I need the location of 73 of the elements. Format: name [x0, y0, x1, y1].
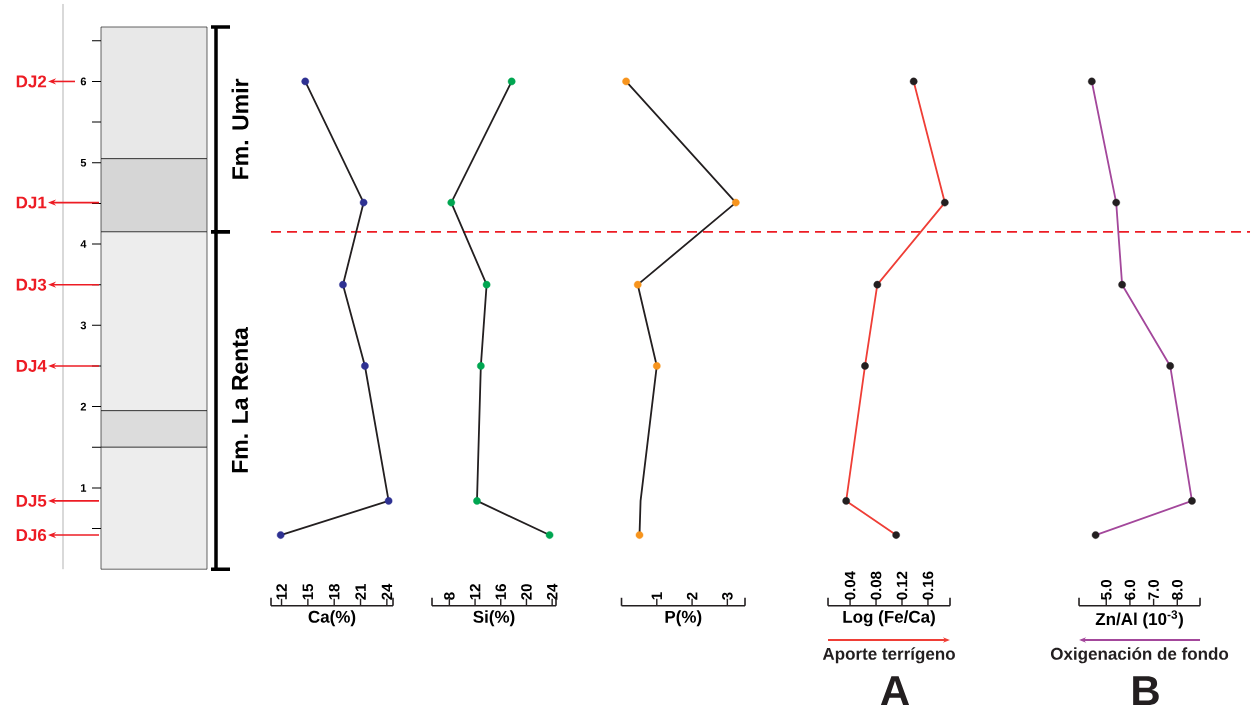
- point: [622, 77, 630, 86]
- y-tick-label: 3: [80, 321, 87, 330]
- x-tick-label: 5.0: [1100, 580, 1112, 600]
- x-tick-label: 1: [651, 592, 662, 600]
- text: DJ2: [16, 75, 47, 88]
- x-tick-label: 12: [469, 584, 481, 600]
- text: Oxigenación de fondo: [1050, 647, 1229, 664]
- text: DJ6: [16, 529, 47, 542]
- point: [1091, 531, 1100, 539]
- x-tick-label: 0.04: [844, 571, 856, 600]
- point: [361, 362, 369, 370]
- text: Fm. Umir: [231, 78, 249, 179]
- point: [941, 198, 949, 207]
- x-axis-title: Si(%): [473, 610, 515, 627]
- point: [1166, 362, 1174, 370]
- text: DJ4: [16, 360, 47, 372]
- point: [473, 497, 481, 505]
- point: [892, 531, 900, 539]
- point: [276, 531, 285, 539]
- point: [842, 497, 850, 505]
- y-tick-label: 6: [80, 77, 87, 86]
- point: [507, 77, 516, 86]
- x-tick-label: 20: [521, 584, 532, 600]
- point: [873, 280, 882, 289]
- x-tick-label: 15: [302, 583, 314, 600]
- x-tick-label: 6.0: [1124, 580, 1136, 600]
- x-axis-title: Log (Fe/Ca): [843, 610, 935, 627]
- point: [861, 362, 869, 370]
- x-tick-label: 2: [686, 592, 698, 600]
- text: DJ3: [16, 278, 47, 291]
- point: [1112, 198, 1120, 207]
- y-tick-label: 2: [80, 402, 87, 411]
- x-axis-title: Zn/Al (10$^{-3}$): [1095, 610, 1183, 629]
- x-axis-title: P(%): [665, 610, 702, 627]
- text: Fm. La Renta: [231, 327, 249, 473]
- x-tick-label: 24: [381, 583, 393, 600]
- point: [1188, 497, 1196, 505]
- x-tick-label: 24: [546, 583, 558, 600]
- point: [653, 362, 661, 370]
- x-tick-label: 0.16: [922, 571, 934, 600]
- text: DJ1: [16, 196, 47, 209]
- x-tick-label: 21: [355, 583, 366, 600]
- x-tick-label: 3: [722, 592, 733, 600]
- point: [477, 362, 485, 370]
- point: [633, 280, 642, 289]
- y-tick-label: 1: [81, 484, 87, 492]
- y-tick-label: 5: [80, 158, 87, 167]
- point: [909, 77, 918, 86]
- point: [447, 198, 456, 207]
- text: A: [880, 676, 910, 706]
- x-tick-label: 8: [444, 592, 455, 600]
- point: [359, 198, 368, 207]
- x-tick-label: 8.0: [1171, 580, 1183, 600]
- x-axis-title: Ca(%): [308, 610, 356, 627]
- x-tick-label: 18: [328, 584, 340, 600]
- x-tick-label: 7.0: [1148, 580, 1159, 600]
- point: [545, 531, 554, 539]
- point: [339, 280, 347, 289]
- y-tick-label: 4: [80, 240, 87, 248]
- x-tick-label: 12: [276, 584, 287, 600]
- point: [1088, 77, 1096, 86]
- point: [732, 198, 740, 207]
- text: B: [1133, 676, 1159, 706]
- x-tick-label: 0.12: [896, 571, 908, 600]
- text: Aporte terrígeno: [822, 647, 955, 664]
- text: DJ5: [16, 494, 47, 507]
- point: [482, 280, 491, 289]
- point: [384, 497, 393, 505]
- point: [635, 531, 644, 539]
- point: [1118, 280, 1126, 289]
- point: [301, 77, 310, 86]
- x-tick-label: 0.08: [870, 571, 882, 600]
- x-tick-label: 16: [495, 584, 507, 600]
